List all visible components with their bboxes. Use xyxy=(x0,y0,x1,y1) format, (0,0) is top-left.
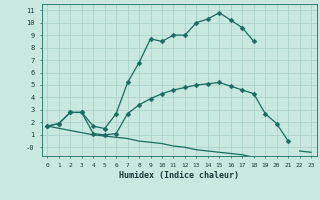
X-axis label: Humidex (Indice chaleur): Humidex (Indice chaleur) xyxy=(119,171,239,180)
